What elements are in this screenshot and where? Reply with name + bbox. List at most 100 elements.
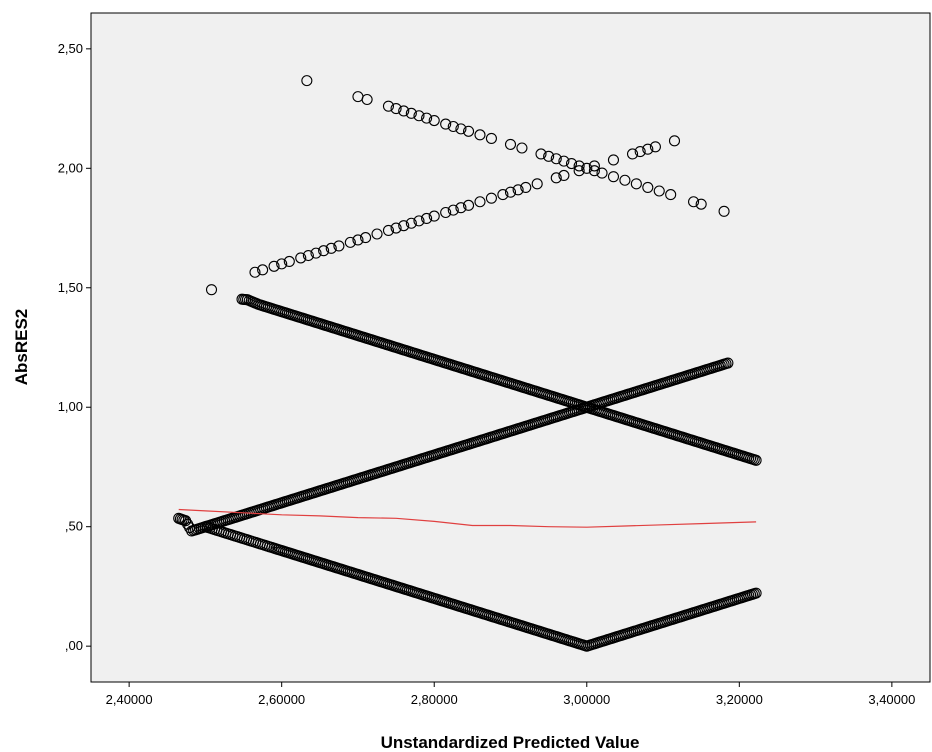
data-point [283, 255, 295, 268]
y-tick-label: 1,50 [58, 280, 83, 295]
data-point [558, 169, 570, 182]
y-tick-label: 2,00 [58, 160, 83, 175]
data-point [325, 242, 337, 254]
data-point [333, 240, 345, 252]
y-tick-label: 1,00 [58, 399, 83, 414]
x-tick-label: 2,60000 [258, 692, 305, 707]
data-point [302, 249, 314, 262]
data-point [474, 196, 486, 208]
x-axis-title: Unstandardized Predicted Value [381, 733, 640, 752]
data-point [630, 178, 642, 190]
data-point [276, 258, 288, 270]
data-point [573, 165, 585, 177]
y-axis: ,00 ,50 1,00 1,50 2,00 2,50 [58, 41, 91, 653]
y-axis-title: AbsRES2 [12, 309, 31, 386]
data-point [485, 192, 497, 204]
data-point [361, 93, 373, 106]
data-point [573, 160, 585, 172]
data-point [668, 135, 681, 147]
data-point [535, 148, 547, 160]
data-point [462, 125, 475, 137]
y-tick-label: 2,50 [58, 41, 83, 56]
data-point [398, 220, 410, 232]
data-point [665, 189, 677, 201]
data-point [310, 247, 322, 259]
data-point [653, 185, 665, 197]
data-point [268, 260, 280, 272]
data-point [512, 184, 524, 196]
data-point [295, 252, 307, 264]
fit-line-group [178, 508, 757, 528]
data-point [750, 587, 762, 599]
data-point [371, 228, 383, 240]
data-point [750, 454, 762, 466]
data-point [360, 232, 372, 244]
data-point [695, 198, 707, 210]
data-point [447, 204, 459, 216]
data-point [497, 189, 509, 201]
data-point [543, 150, 555, 162]
data-point [249, 266, 261, 278]
data-point [634, 146, 646, 158]
data-point [565, 157, 578, 170]
data-point [257, 264, 269, 276]
plot-area [90, 12, 931, 683]
x-tick-label: 3,20000 [716, 692, 763, 707]
data-point [688, 196, 700, 208]
data-point [642, 143, 654, 155]
data-point [405, 217, 417, 229]
data-point [626, 148, 639, 160]
x-axis: 2,40000 2,60000 2,80000 3,00000 3,20000 3,400… [106, 682, 915, 707]
data-point [455, 123, 467, 135]
data-point [504, 138, 517, 150]
data-point [607, 171, 620, 183]
data-points [173, 75, 762, 652]
data-point [440, 206, 452, 219]
data-point [550, 153, 562, 165]
data-point [588, 160, 600, 172]
data-point [474, 129, 486, 141]
data-point [581, 162, 593, 174]
data-point [382, 100, 395, 112]
data-point [558, 155, 570, 167]
data-point [504, 186, 517, 198]
y-tick-label: ,00 [65, 638, 83, 653]
x-tick-label: 2,80000 [411, 692, 458, 707]
data-point [382, 224, 395, 236]
data-point [531, 178, 543, 190]
data-point [455, 202, 467, 214]
data-point [447, 120, 459, 133]
fit-line [178, 508, 757, 528]
data-point [318, 245, 330, 257]
data-point [428, 210, 440, 222]
data-point [390, 103, 402, 115]
data-point [649, 141, 661, 153]
data-point [428, 114, 440, 127]
data-point [550, 172, 562, 184]
data-point [421, 212, 433, 225]
data-point [642, 181, 654, 193]
data-point [607, 154, 620, 166]
x-tick-label: 2,40000 [106, 692, 153, 707]
data-point [485, 132, 497, 144]
data-point [398, 105, 410, 117]
data-point [588, 165, 600, 177]
data-point [405, 107, 417, 119]
data-point [421, 112, 433, 124]
data-point [722, 357, 734, 369]
data-point [390, 222, 402, 234]
data-point [352, 234, 364, 246]
data-point [413, 110, 425, 122]
data-point [516, 142, 528, 154]
data-point [619, 174, 631, 186]
data-point [520, 181, 532, 193]
data-point [205, 284, 218, 296]
x-tick-label: 3,40000 [868, 692, 915, 707]
data-point [462, 199, 475, 211]
data-point [344, 236, 356, 248]
data-point [596, 167, 608, 179]
x-tick-label: 3,00000 [563, 692, 610, 707]
data-point [440, 118, 452, 130]
